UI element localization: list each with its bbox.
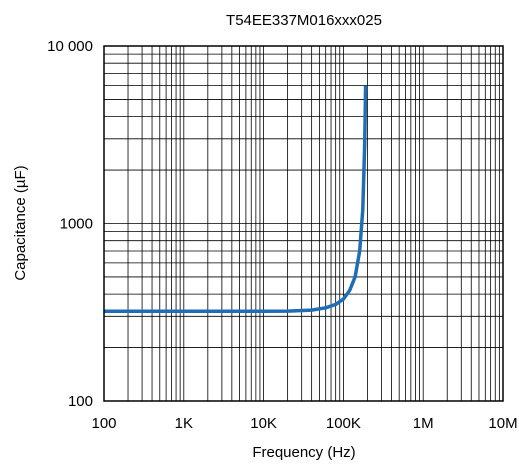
capacitance-curve bbox=[104, 85, 368, 314]
x-tick-label: 100 bbox=[91, 415, 116, 432]
x-tick-label: 1K bbox=[175, 415, 193, 432]
x-tick-labels: 100 1K 10K 100K 1M 10M bbox=[91, 415, 517, 432]
series-group bbox=[104, 85, 368, 314]
x-tick-label: 100K bbox=[326, 415, 361, 432]
x-tick-label: 1M bbox=[413, 415, 434, 432]
y-tick-label: 1000 bbox=[60, 216, 93, 233]
y-tick-label: 10 000 bbox=[47, 38, 93, 55]
chart-title: T54EE337M016xxx025 bbox=[226, 12, 382, 29]
y-tick-labels: 100 1000 10 000 bbox=[47, 38, 93, 410]
y-tick-label: 100 bbox=[68, 393, 93, 410]
grid bbox=[103, 46, 503, 402]
plot-frame bbox=[103, 45, 504, 402]
x-axis-label: Frequency (Hz) bbox=[252, 444, 355, 461]
x-tick-label: 10M bbox=[488, 415, 517, 432]
x-tick-label: 10K bbox=[250, 415, 277, 432]
y-axis-label: Capacitance (µF) bbox=[12, 165, 29, 280]
